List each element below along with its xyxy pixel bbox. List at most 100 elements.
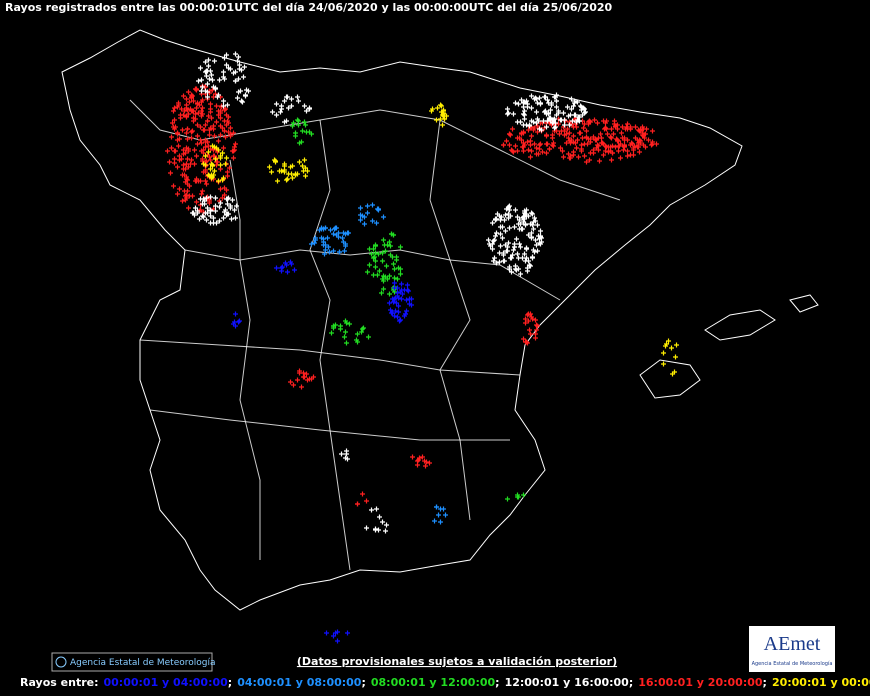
strike xyxy=(194,199,199,205)
strike xyxy=(177,153,182,159)
strike xyxy=(336,230,341,236)
strike xyxy=(649,142,654,148)
strike xyxy=(300,128,305,134)
strike xyxy=(182,188,187,194)
strike xyxy=(500,224,505,230)
strike xyxy=(381,273,386,279)
strike xyxy=(553,94,558,100)
strike xyxy=(524,255,529,261)
strike xyxy=(616,138,621,144)
strike xyxy=(588,150,593,156)
strike xyxy=(224,122,229,128)
strike xyxy=(505,244,510,250)
strike xyxy=(189,157,194,163)
strike xyxy=(186,164,191,170)
strike xyxy=(505,111,510,117)
strike xyxy=(324,630,329,636)
strike xyxy=(377,514,382,520)
strike xyxy=(535,116,540,122)
strike xyxy=(224,52,229,58)
strike xyxy=(606,144,611,150)
strike xyxy=(331,231,336,237)
strike xyxy=(305,168,310,174)
legend-item: 08:00:01 y 12:00:00 xyxy=(371,676,496,689)
logo-box xyxy=(749,626,835,672)
strike xyxy=(203,59,208,65)
strike xyxy=(167,159,172,165)
strike xyxy=(501,258,506,264)
strike xyxy=(217,204,222,210)
strike xyxy=(191,115,196,121)
strike xyxy=(390,296,395,302)
strike xyxy=(631,145,636,151)
strike xyxy=(516,101,521,107)
strike xyxy=(611,131,616,137)
strike xyxy=(609,126,614,132)
strike xyxy=(544,150,549,156)
strike xyxy=(224,155,229,161)
strike xyxy=(546,111,551,117)
strike xyxy=(528,263,533,269)
strike xyxy=(221,103,226,109)
strike xyxy=(512,244,517,250)
strike xyxy=(534,96,539,102)
strike xyxy=(584,135,589,141)
strike xyxy=(621,147,626,153)
strike xyxy=(296,118,301,124)
strike xyxy=(430,106,435,112)
strike xyxy=(233,215,238,221)
strike xyxy=(423,463,428,469)
strike xyxy=(513,263,518,269)
strike xyxy=(205,81,210,87)
strike xyxy=(364,498,369,504)
strike xyxy=(241,74,246,80)
strike xyxy=(595,120,600,126)
strike xyxy=(526,311,531,317)
strike xyxy=(198,65,203,71)
strike xyxy=(198,196,203,202)
strike xyxy=(605,131,610,137)
strike xyxy=(569,96,574,102)
strike xyxy=(206,113,211,119)
strike xyxy=(392,275,397,281)
strike xyxy=(340,235,345,241)
strike xyxy=(218,155,223,161)
strike xyxy=(541,118,546,124)
strike xyxy=(186,148,191,154)
strike xyxy=(560,148,565,154)
strike xyxy=(284,177,289,183)
strike xyxy=(438,116,443,122)
strike xyxy=(197,216,202,222)
strike xyxy=(372,254,377,260)
strike xyxy=(548,107,553,113)
strike xyxy=(587,157,592,163)
strike xyxy=(566,151,571,157)
strike xyxy=(221,69,226,75)
strike xyxy=(371,272,376,278)
strike xyxy=(343,241,348,247)
strike xyxy=(563,118,568,124)
strike xyxy=(522,251,527,257)
strike xyxy=(666,338,671,344)
strike xyxy=(173,124,178,130)
strike xyxy=(209,72,214,78)
strike xyxy=(528,331,533,337)
strike xyxy=(211,147,216,153)
strike xyxy=(222,55,227,61)
strike xyxy=(535,129,540,135)
strike xyxy=(209,115,214,121)
strike xyxy=(435,105,440,111)
strike xyxy=(613,123,618,129)
strike xyxy=(289,96,294,102)
strike xyxy=(396,303,401,309)
strike xyxy=(344,448,349,454)
strike xyxy=(584,159,589,165)
strike xyxy=(285,176,290,182)
strike xyxy=(562,122,567,128)
strike xyxy=(529,93,534,99)
strike xyxy=(534,322,539,328)
strike xyxy=(228,66,233,72)
strike xyxy=(561,110,566,116)
strike xyxy=(180,198,185,204)
strike xyxy=(515,119,520,125)
